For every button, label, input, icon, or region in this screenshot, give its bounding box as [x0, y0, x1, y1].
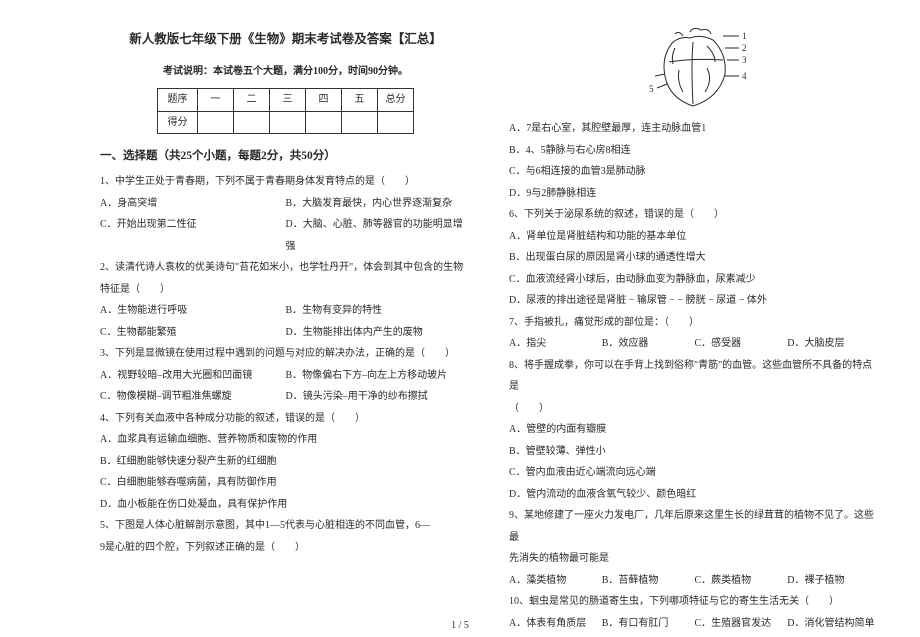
table-cell: 得分 [158, 111, 198, 134]
heart-label-1: 1 [742, 31, 747, 41]
option: D．9与2肺静脉相连 [509, 183, 880, 205]
option: A．视野较暗–改用大光圈和凹面镜 [100, 365, 286, 387]
table-cell: 总分 [378, 89, 414, 112]
option: A．生物能进行呼吸 [100, 300, 286, 322]
question-5-line1: 5、下图是人体心脏解剖示意图，其中1—5代表与心脏相连的不同血管，6— [100, 515, 471, 537]
page-number: 1 / 5 [0, 620, 920, 631]
option: C．生物都能繁殖 [100, 322, 286, 344]
table-row: 题序 一 二 三 四 五 总分 [158, 89, 414, 112]
question-4: 4、下列有关血液中各种成分功能的叙述，错误的是（ ） [100, 408, 471, 430]
heart-label-3: 3 [742, 55, 747, 65]
question-6: 6、下列关于泌尿系统的叙述，错误的是（ ） [509, 204, 880, 226]
option: A．肾单位是肾脏结构和功能的基本单位 [509, 226, 880, 248]
option: C．蕨类植物 [695, 570, 788, 592]
heart-label-4: 4 [742, 71, 747, 81]
question-3-opts-ab: A．视野较暗–改用大光圈和凹面镜 B．物像偏右下方–向左上方移动玻片 [100, 365, 471, 387]
option: C．与6相连接的血管3是肺动脉 [509, 161, 880, 183]
table-cell [342, 111, 378, 134]
question-7-opts: A．指尖 B．效应器 C．感受器 D．大脑皮层 [509, 333, 880, 355]
option: C．白细胞能够吞噬病菌，具有防御作用 [100, 472, 471, 494]
option: C．开始出现第二性征 [100, 214, 286, 257]
option: C．物像模糊–调节粗准焦螺旋 [100, 386, 286, 408]
heart-label-2: 2 [742, 43, 747, 53]
question-9-line2: 先消失的植物最可能是 [509, 548, 880, 570]
option: D．尿液的排出途径是肾脏 − 输尿管 − − 膀胱 − 尿道 − 体外 [509, 290, 880, 312]
option: D．大脑、心脏、肺等器官的功能明显增强 [286, 214, 472, 257]
option: B．效应器 [602, 333, 695, 355]
table-cell [234, 111, 270, 134]
table-cell [306, 111, 342, 134]
question-3: 3、下列是显微镜在使用过程中遇到的问题与对应的解决办法，正确的是（ ） [100, 343, 471, 365]
exam-instruction: 考试说明：本试卷五个大题，满分100分，时间90分钟。 [100, 61, 471, 83]
question-8-line1: 8、将手握成拳，你可以在手背上找到俗称"青筋"的血管。这些血管所不具备的特点是 [509, 355, 880, 398]
table-cell [378, 111, 414, 134]
left-column: 新人教版七年级下册《生物》期末考试卷及答案【汇总】 考试说明：本试卷五个大题，满… [100, 26, 499, 620]
question-7: 7、手指被扎，痛觉形成的部位是：（ ） [509, 312, 880, 334]
question-1-opts-cd: C．开始出现第二性征 D．大脑、心脏、肺等器官的功能明显增强 [100, 214, 471, 257]
question-2-opts-cd: C．生物都能繁殖 D．生物能排出体内产生的废物 [100, 322, 471, 344]
option: C．管内血液由近心端流向远心端 [509, 462, 880, 484]
option: D．生物能排出体内产生的废物 [286, 322, 472, 344]
question-2-line2: 特征是（ ） [100, 279, 471, 301]
right-column: 1 2 3 4 5 A．7是右心室，其腔壁最厚，连主动脉血管1 B．4、5静脉与… [499, 26, 880, 620]
question-10: 10、蛔虫是常见的肠道寄生虫，下列哪项特征与它的寄生生活无关（ ） [509, 591, 880, 613]
option: B．管壁较薄、弹性小 [509, 441, 880, 463]
option: B．苔藓植物 [602, 570, 695, 592]
question-2-line1: 2、读清代诗人袁枚的优美诗句"苔花如米小，也学牡丹开"，体会到其中包含的生物 [100, 257, 471, 279]
option: A．管壁的内面有瓣膜 [509, 419, 880, 441]
option: A．指尖 [509, 333, 602, 355]
option: D．管内流动的血液含氧气较少、颜色暗红 [509, 484, 880, 506]
table-cell: 五 [342, 89, 378, 112]
option: B．大脑发育最快，内心世界逐渐复杂 [286, 193, 472, 215]
option: D．血小板能在伤口处凝血，具有保护作用 [100, 494, 471, 516]
table-cell: 题序 [158, 89, 198, 112]
option: D．镜头污染–用干净的纱布擦拭 [286, 386, 472, 408]
heart-diagram-wrap: 1 2 3 4 5 [509, 26, 880, 112]
option: D．大脑皮层 [787, 333, 880, 355]
score-table: 题序 一 二 三 四 五 总分 得分 [157, 88, 414, 134]
table-cell: 四 [306, 89, 342, 112]
option: C．感受器 [695, 333, 788, 355]
option: C．血液流经肾小球后，由动脉血变为静脉血，尿素减少 [509, 269, 880, 291]
option: A．身高突增 [100, 193, 286, 215]
table-cell [270, 111, 306, 134]
heart-label-5: 5 [649, 84, 654, 94]
table-cell: 三 [270, 89, 306, 112]
question-1: 1、中学生正处于青春期，下列不属于青春期身体发育特点的是（ ） [100, 171, 471, 193]
question-3-opts-cd: C．物像模糊–调节粗准焦螺旋 D．镜头污染–用干净的纱布擦拭 [100, 386, 471, 408]
question-2-opts-ab: A．生物能进行呼吸 B．生物有变异的特性 [100, 300, 471, 322]
option: B．生物有变异的特性 [286, 300, 472, 322]
option: B．出现蛋白尿的原因是肾小球的通透性增大 [509, 247, 880, 269]
exam-title: 新人教版七年级下册《生物》期末考试卷及答案【汇总】 [100, 26, 471, 53]
question-1-opts-ab: A．身高突增 B．大脑发育最快，内心世界逐渐复杂 [100, 193, 471, 215]
option: A．7是右心室，其腔壁最厚，连主动脉血管1 [509, 118, 880, 140]
option: B．红细胞能够快速分裂产生新的红细胞 [100, 451, 471, 473]
question-9-opts: A．藻类植物 B．苔藓植物 C．蕨类植物 D．裸子植物 [509, 570, 880, 592]
table-row: 得分 [158, 111, 414, 134]
table-cell: 二 [234, 89, 270, 112]
heart-diagram-icon: 1 2 3 4 5 [635, 26, 755, 112]
table-cell [198, 111, 234, 134]
question-5-line2: 9是心脏的四个腔，下列叙述正确的是（ ） [100, 537, 471, 559]
option: B．物像偏右下方–向左上方移动玻片 [286, 365, 472, 387]
option: A．藻类植物 [509, 570, 602, 592]
question-9-line1: 9、某地修建了一座火力发电厂，几年后原来这里生长的绿茸茸的植物不见了。这些最 [509, 505, 880, 548]
table-cell: 一 [198, 89, 234, 112]
option: D．裸子植物 [787, 570, 880, 592]
question-8-line2: （ ） [509, 398, 880, 420]
option: B．4、5静脉与右心房8相连 [509, 140, 880, 162]
option: A．血浆具有运输血细胞、营养物质和废物的作用 [100, 429, 471, 451]
section-1-heading: 一、选择题（共25个小题，每题2分，共50分） [100, 144, 471, 169]
